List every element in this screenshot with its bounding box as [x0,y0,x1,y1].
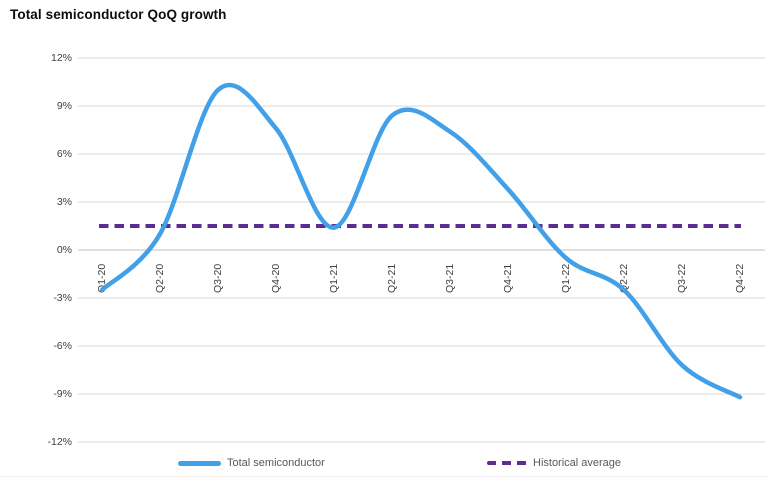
legend-item-total-semiconductor: Total semiconductor [178,455,325,471]
x-tick-label: Q3-22 [676,264,688,293]
y-tick-label: 12% [51,52,72,64]
x-tick-label: Q4-21 [502,264,514,293]
x-tick-label: Q1-21 [328,264,340,293]
y-tick-label: 3% [57,196,72,208]
y-tick-label: -9% [53,388,72,400]
y-tick-label: 6% [57,148,72,160]
total-semiconductor-line [99,82,743,400]
x-tick-label: Q3-20 [212,264,224,293]
x-tick-label: Q1-22 [560,264,572,293]
legend-label-historical-average: Historical average [533,457,622,469]
y-tick-label: -3% [53,292,72,304]
legend-dashed-line-swatch [487,461,527,465]
y-tick-label: 0% [57,244,72,256]
x-tick-label: Q4-22 [734,264,746,293]
legend-item-historical-average: Historical average [487,455,621,471]
chart-title: Total semiconductor QoQ growth [10,7,227,22]
x-tick-label: Q2-21 [386,264,398,293]
y-tick-label: -6% [53,340,72,352]
x-tick-label: Q3-21 [444,264,456,293]
legend: Total semiconductor Historical average [0,455,767,473]
y-tick-label: 9% [57,100,72,112]
legend-label-total-semiconductor: Total semiconductor [227,457,325,469]
x-tick-label: Q4-20 [270,264,282,293]
y-tick-label: -12% [47,436,72,448]
x-tick-label: Q2-20 [154,264,166,293]
legend-solid-line-swatch [178,460,221,466]
